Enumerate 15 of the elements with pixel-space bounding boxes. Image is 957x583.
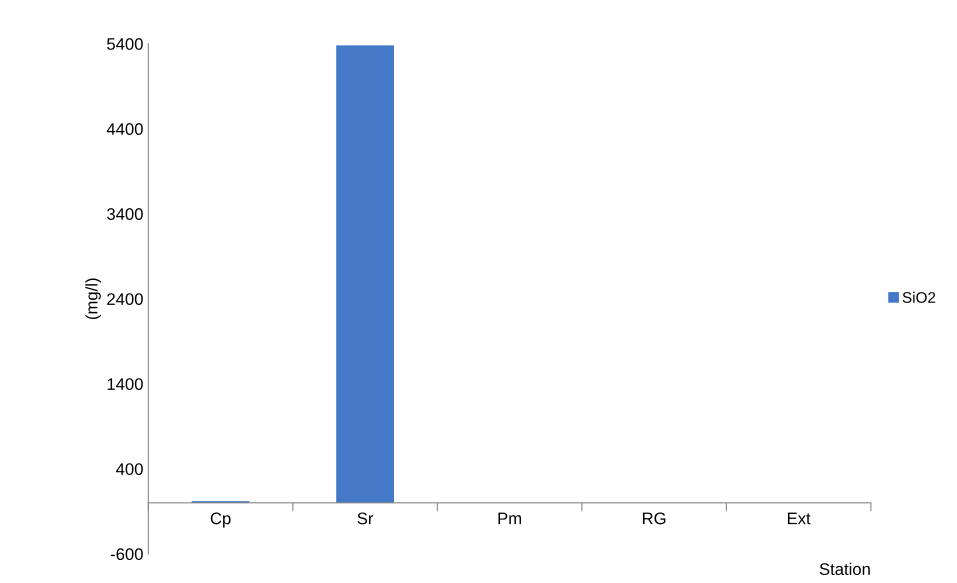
y-tick-label: 2400 <box>107 293 143 305</box>
y-tick-label: 4400 <box>106 123 143 135</box>
x-tick-label: Cp <box>210 512 231 528</box>
x-tick-label: RG <box>642 512 666 524</box>
legend-label: SiO2 <box>902 292 936 303</box>
y-tick-label: 3400 <box>107 208 143 220</box>
x-axis-title: Station <box>820 562 870 576</box>
y-axis-title: (mg/l) <box>85 278 101 320</box>
y-tick-label: 1400 <box>108 378 143 390</box>
x-tick-label: Pm <box>498 512 522 524</box>
x-tick-label: Ext <box>788 512 811 524</box>
y-tick-label: 5400 <box>107 38 143 50</box>
y-tick-label: 400 <box>116 463 143 476</box>
y-tick-label: -600 <box>110 548 143 560</box>
x-tick-label: Sr <box>358 512 374 524</box>
